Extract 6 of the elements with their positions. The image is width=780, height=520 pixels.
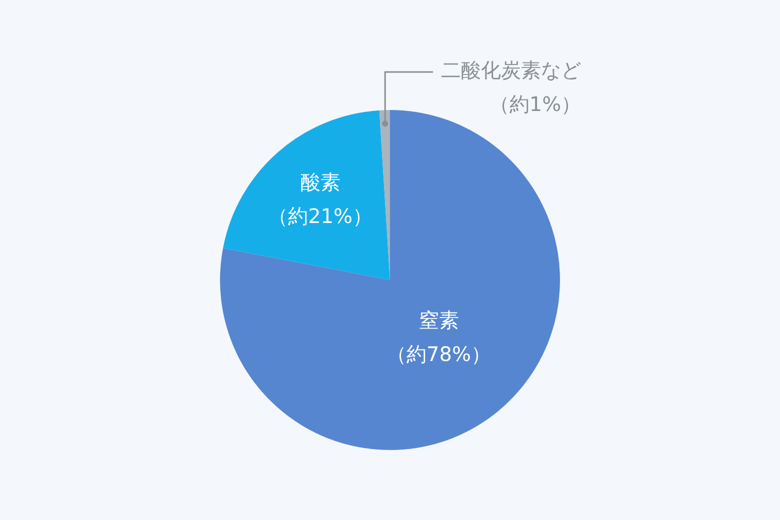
data-label: （約1%） (489, 92, 582, 116)
slice-label: 二酸化炭素など (441, 58, 582, 82)
data-label: （約21%） (268, 204, 373, 228)
data-label: （約78%） (386, 342, 491, 366)
slice-label: 酸素 (300, 170, 340, 194)
slice-label: 窒素 (418, 308, 459, 332)
